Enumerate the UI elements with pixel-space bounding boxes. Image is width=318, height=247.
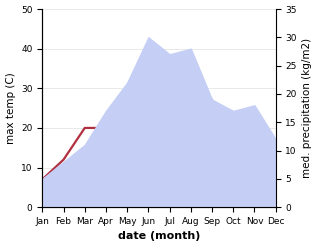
Y-axis label: max temp (C): max temp (C) (5, 72, 16, 144)
X-axis label: date (month): date (month) (118, 231, 200, 242)
Y-axis label: med. precipitation (kg/m2): med. precipitation (kg/m2) (302, 38, 313, 178)
